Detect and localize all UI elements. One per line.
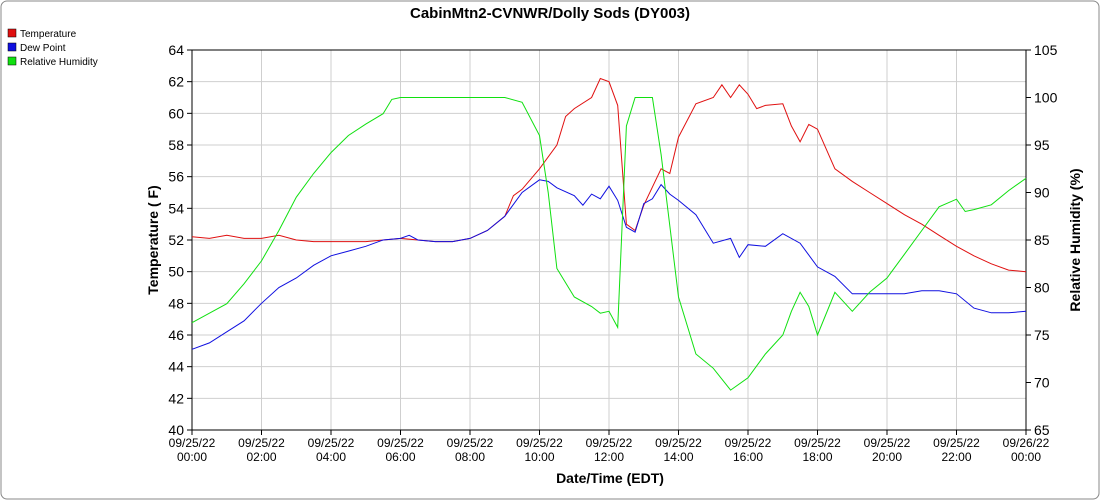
y-tick-label: 46 [168, 327, 184, 343]
y-tick-label: 42 [168, 390, 184, 406]
x-tick-label: 09/25/22 12:00 [586, 436, 633, 464]
y-tick-label: 64 [168, 42, 184, 58]
y-tick-label: 52 [168, 232, 184, 248]
x-tick-label: 09/25/22 18:00 [794, 436, 841, 464]
y2-tick-label: 65 [1034, 422, 1050, 438]
y-tick-label: 40 [168, 422, 184, 438]
x-axis-label: Date/Time (EDT) [556, 470, 664, 486]
y-tick-label: 56 [168, 169, 184, 185]
x-tick-label: 09/25/22 08:00 [447, 436, 494, 464]
data-line [191, 179, 1027, 350]
x-tick-label: 09/26/22 00:00 [1003, 436, 1050, 464]
x-tick-label: 09/25/22 00:00 [169, 436, 216, 464]
y-tick-label: 44 [168, 359, 184, 375]
y2-tick-label: 105 [1034, 42, 1058, 58]
plot-border [191, 49, 1027, 431]
legend-swatch [7, 28, 17, 38]
y2-tick-label: 95 [1034, 137, 1050, 153]
x-tick-label: 09/25/22 22:00 [933, 436, 980, 464]
x-tick-label: 09/25/22 16:00 [725, 436, 772, 464]
chart-title: CabinMtn2-CVNWR/Dolly Sods (DY003) [410, 5, 690, 22]
legend-swatch [7, 42, 17, 52]
legend-swatch [7, 56, 17, 66]
legend-label: Dew Point [20, 43, 66, 54]
x-tick-label: 09/25/22 10:00 [516, 436, 563, 464]
y-axis-label: Temperature ( F) [145, 185, 161, 294]
y2-tick-label: 100 [1034, 90, 1058, 106]
y-tick-label: 60 [168, 105, 184, 121]
y-tick-label: 48 [168, 295, 184, 311]
data-line [191, 97, 1027, 391]
y-tick-label: 62 [168, 74, 184, 90]
legend-label: Relative Humidity [20, 57, 98, 68]
x-tick-label: 09/25/22 02:00 [238, 436, 285, 464]
y-tick-label: 54 [168, 200, 184, 216]
x-tick-label: 09/25/22 04:00 [308, 436, 355, 464]
data-line [191, 77, 1027, 273]
y2-tick-label: 80 [1034, 280, 1050, 296]
x-tick-label: 09/25/22 14:00 [655, 436, 702, 464]
y2-tick-label: 75 [1034, 327, 1050, 343]
y-tick-label: 50 [168, 264, 184, 280]
y-tick-label: 58 [168, 137, 184, 153]
y2-axis-label: Relative Humidity (%) [1067, 168, 1083, 311]
y2-tick-label: 85 [1034, 232, 1050, 248]
legend-label: Temperature [20, 29, 77, 40]
x-tick-label: 09/25/22 06:00 [377, 436, 424, 464]
x-tick-label: 09/25/22 20:00 [864, 436, 911, 464]
y2-tick-label: 90 [1034, 185, 1050, 201]
y2-tick-label: 70 [1034, 375, 1050, 391]
